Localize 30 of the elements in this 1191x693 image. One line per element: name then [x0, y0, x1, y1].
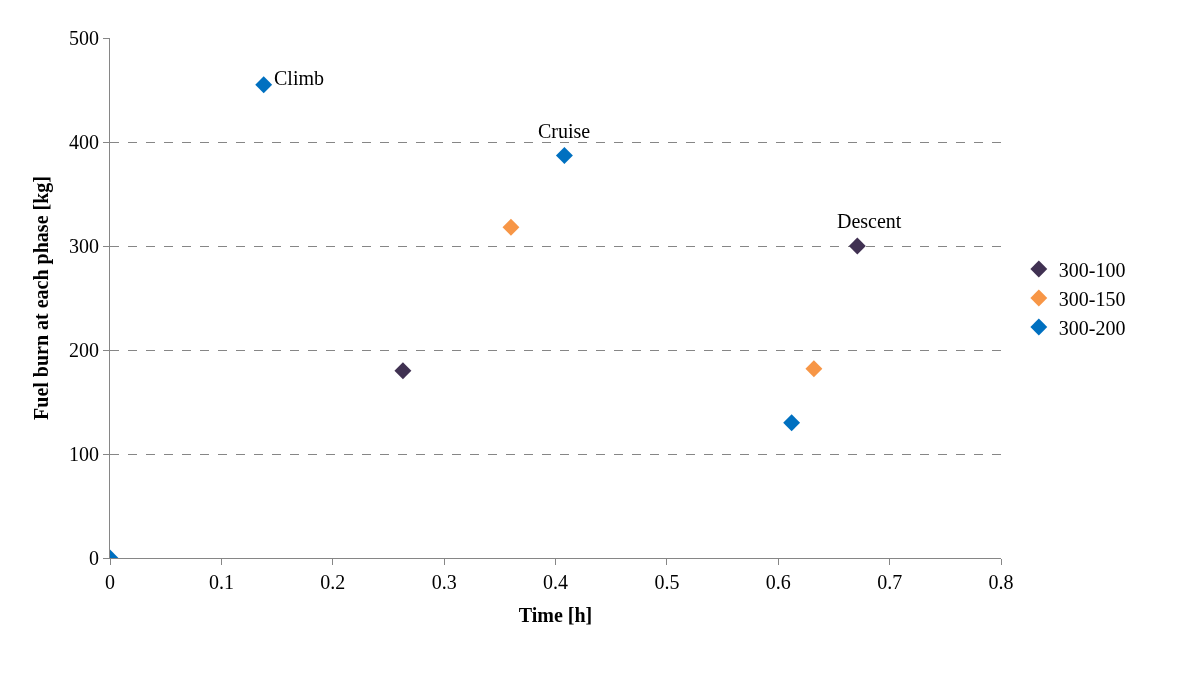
y-tick-label: 0 [89, 547, 99, 569]
legend-label: 300-200 [1058, 316, 1126, 339]
x-axis-title: Time [h] [518, 603, 593, 626]
x-tick-label: 0.3 [431, 571, 457, 593]
x-tick-label: 0.2 [320, 571, 346, 593]
x-tick-label: 0.7 [877, 571, 903, 593]
legend-label: 300-150 [1058, 287, 1126, 310]
x-tick-label: 0 [105, 571, 115, 593]
x-tick-label: 0.8 [988, 571, 1014, 593]
x-tick-label: 0.5 [654, 571, 680, 593]
point [783, 414, 801, 432]
point [805, 360, 823, 378]
annotation: Climb [274, 67, 325, 89]
y-tick-label: 500 [69, 27, 99, 49]
point [555, 147, 573, 164]
point [848, 237, 866, 255]
annotation: Descent [837, 210, 902, 232]
y-axis-title: Fuel burn at each phase [kg] [29, 176, 53, 420]
y-tick-label: 200 [69, 339, 99, 361]
x-tick-label: 0.4 [543, 571, 568, 593]
annotation: Cruise [538, 120, 591, 142]
legend-label: 300-100 [1058, 258, 1126, 281]
y-tick-label: 300 [69, 235, 99, 257]
y-tick-label: 100 [69, 443, 99, 465]
point [394, 362, 412, 380]
point [502, 218, 520, 236]
y-tick-label: 400 [69, 131, 99, 153]
x-tick-label: 0.6 [765, 571, 791, 593]
point [255, 76, 273, 94]
x-tick-label: 0.1 [208, 571, 234, 593]
